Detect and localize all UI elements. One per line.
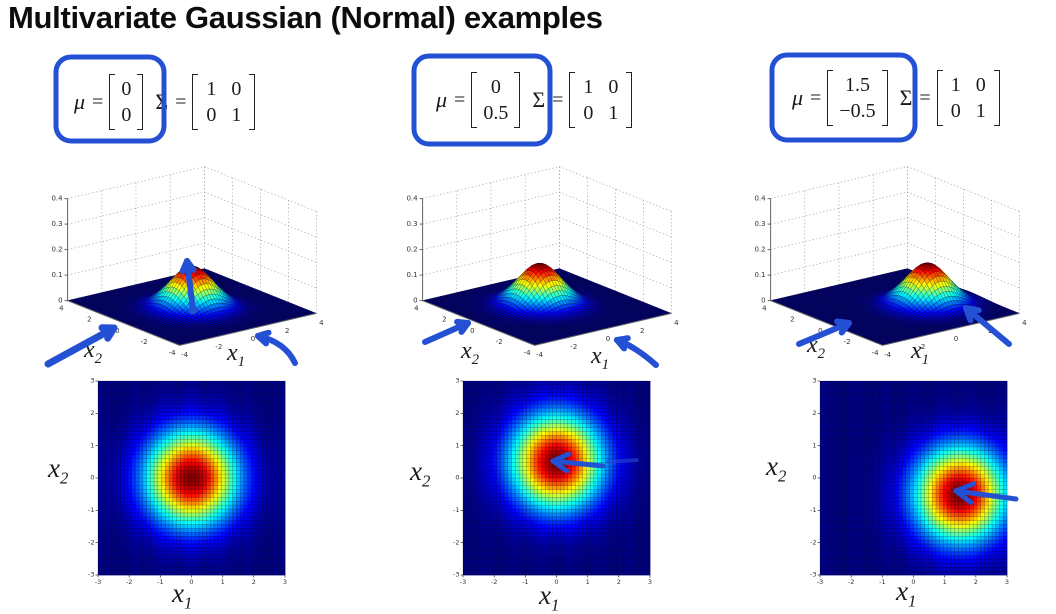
matrix-bracket-left xyxy=(569,72,576,128)
sigma-value: 0 xyxy=(206,104,217,126)
mu-value: 1.5 xyxy=(844,74,870,96)
sigma-value: 0 xyxy=(950,100,961,122)
slide-title: Multivariate Gaussian (Normal) examples xyxy=(8,0,603,35)
sigma-value: 1 xyxy=(608,102,619,124)
sigma-value: 1 xyxy=(231,104,242,126)
mu-value: 0 xyxy=(121,78,132,100)
heatmap-2-x1-label: x1 xyxy=(539,580,560,614)
sigma-symbol: Σ xyxy=(899,85,913,110)
mu-vector: 1.5 −0.5 xyxy=(827,70,888,126)
heatmap-3-x1-label: x1 xyxy=(896,576,917,611)
sigma-value: 0 xyxy=(975,74,986,96)
mu-vector: 0 0 xyxy=(109,74,144,130)
sigma-matrix: 1 0 0 1 xyxy=(192,74,256,130)
matrix-bracket-right xyxy=(514,72,521,128)
sigma-value: 1 xyxy=(206,78,217,100)
heatmap-plot-1 xyxy=(85,378,297,594)
mu-value: 0 xyxy=(490,76,501,98)
surface-1-x1-label: x1 xyxy=(227,340,246,370)
equals-sign: = xyxy=(175,90,187,113)
surface-1-x2-label: x2 xyxy=(84,337,103,367)
surface-plot-2 xyxy=(375,165,707,370)
mu-symbol: μ xyxy=(74,89,86,114)
sigma-symbol: Σ xyxy=(155,89,169,114)
mu-symbol: μ xyxy=(792,85,804,110)
equals-sign: = xyxy=(919,86,931,109)
matrix-bracket-left xyxy=(936,70,943,126)
mu-vector: 0 0.5 xyxy=(471,72,521,128)
equals-sign: = xyxy=(454,88,466,111)
surface-plot-3 xyxy=(723,165,1055,370)
sigma-value: 0 xyxy=(231,78,242,100)
sigma-value: 1 xyxy=(583,76,594,98)
sigma-value: 0 xyxy=(608,76,619,98)
matrix-bracket-right xyxy=(993,70,1000,126)
matrix-bracket-left xyxy=(192,74,199,130)
matrix-bracket-right xyxy=(881,70,888,126)
mu-value: 0 xyxy=(121,104,132,126)
matrix-bracket-right xyxy=(137,74,144,130)
matrix-bracket-right xyxy=(626,72,633,128)
equals-sign: = xyxy=(810,86,822,109)
surface-plot-1 xyxy=(20,165,352,370)
surface-3-x1-label: x1 xyxy=(911,338,930,368)
sigma-matrix: 1 0 0 1 xyxy=(936,70,1000,126)
heatmap-1-x1-label: x1 xyxy=(172,578,193,613)
sigma-matrix: 1 0 0 1 xyxy=(569,72,633,128)
heatmap-2-x2-label: x2 xyxy=(410,456,431,491)
formula-panel-3: μ = 1.5 −0.5 Σ = 1 0 0 1 xyxy=(792,70,1000,126)
mu-value: −0.5 xyxy=(839,100,876,122)
heatmap-3-x2-label: x2 xyxy=(766,451,787,486)
sigma-value: 1 xyxy=(975,100,986,122)
surface-2-x1-label: x1 xyxy=(591,343,610,373)
equals-sign: = xyxy=(92,90,104,113)
formula-panel-2: μ = 0 0.5 Σ = 1 0 0 1 xyxy=(436,72,633,128)
mu-value: 0.5 xyxy=(483,102,509,124)
mu-symbol: μ xyxy=(436,87,448,112)
sigma-value: 0 xyxy=(583,102,594,124)
sigma-symbol: Σ xyxy=(532,87,546,112)
heatmap-1-x2-label: x2 xyxy=(48,453,69,488)
heatmap-plot-2 xyxy=(450,378,662,594)
surface-3-x2-label: x2 xyxy=(807,332,826,362)
formula-panel-1: μ = 0 0 Σ = 1 0 0 1 xyxy=(74,74,256,130)
matrix-bracket-right xyxy=(249,74,256,130)
heatmap-plot-3 xyxy=(807,378,1019,594)
sigma-value: 1 xyxy=(950,74,961,96)
equals-sign: = xyxy=(552,88,564,111)
surface-2-x2-label: x2 xyxy=(461,338,480,368)
